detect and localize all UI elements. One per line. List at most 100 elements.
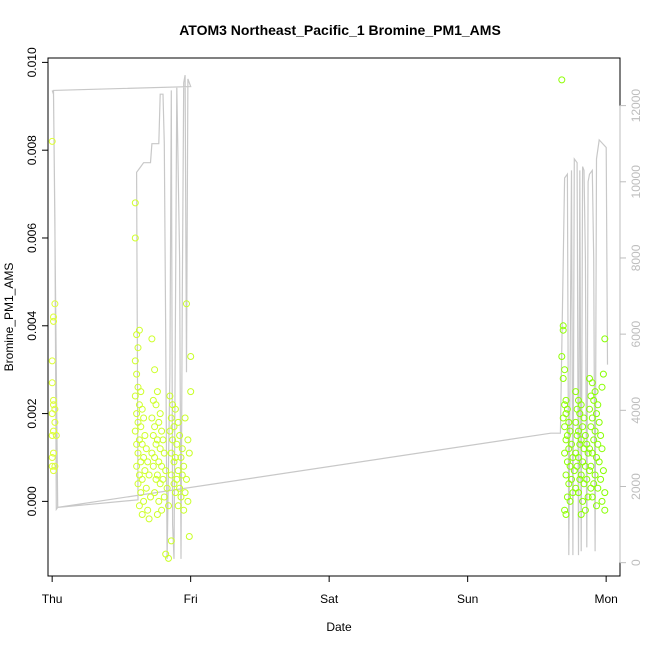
data-point: [576, 475, 584, 483]
data-point: [565, 445, 573, 453]
data-point: [152, 401, 160, 409]
y-tick-label: 0.002: [25, 398, 39, 428]
data-point: [165, 502, 172, 510]
data-point: [577, 511, 585, 518]
x-tick-label: Mon: [594, 592, 617, 606]
data-point: [183, 300, 190, 308]
data-point: [185, 449, 193, 457]
data-point: [170, 480, 178, 488]
data-point: [180, 462, 188, 470]
data-point: [562, 511, 570, 518]
data-point: [599, 370, 607, 378]
data-point: [561, 423, 569, 431]
data-point: [597, 475, 605, 483]
data-point: [134, 480, 142, 488]
data-point: [138, 405, 146, 413]
data-point: [599, 467, 607, 475]
data-point: [561, 449, 569, 457]
data-point: [586, 405, 593, 413]
data-point: [590, 436, 598, 444]
data-point: [135, 326, 143, 334]
y2-tick-label: 0: [629, 559, 643, 566]
data-point: [575, 427, 582, 435]
data-point: [579, 423, 587, 431]
data-point: [587, 423, 595, 431]
data-point: [48, 379, 56, 387]
data-point: [148, 414, 156, 422]
data-point: [597, 432, 605, 439]
data-point: [156, 410, 164, 418]
data-point: [145, 471, 153, 479]
data-point: [156, 445, 164, 453]
data-point: [151, 454, 159, 461]
data-point: [588, 414, 596, 422]
data-point: [176, 432, 184, 439]
data-point: [171, 405, 179, 413]
data-point: [184, 497, 192, 505]
data-point: [148, 335, 156, 343]
data-point: [137, 458, 145, 466]
data-point: [572, 388, 580, 396]
data-point: [159, 436, 167, 444]
data-point: [594, 440, 602, 448]
data-point: [581, 506, 589, 514]
data-point: [167, 449, 175, 457]
data-point: [588, 379, 596, 387]
data-point: [565, 418, 573, 426]
y-tick-label: 0.010: [25, 47, 39, 77]
data-point: [588, 449, 596, 457]
data-point: [181, 489, 189, 497]
x-axis-label: Date: [326, 620, 352, 634]
data-point: [562, 471, 570, 479]
data-point: [566, 497, 574, 505]
x-tick-label: Sat: [320, 592, 339, 606]
data-point: [176, 484, 184, 492]
data-point: [187, 388, 195, 396]
x-tick-label: Thu: [42, 592, 63, 606]
data-point: [153, 471, 161, 479]
x-tick-label: Sun: [457, 592, 478, 606]
data-point: [151, 366, 159, 374]
data-point: [577, 471, 585, 479]
data-point: [563, 405, 571, 413]
data-point: [138, 440, 146, 448]
data-point: [51, 418, 59, 426]
data-point: [152, 440, 160, 448]
data-point: [558, 353, 566, 360]
data-point: [591, 388, 599, 396]
data-point: [155, 497, 163, 505]
data-point: [166, 427, 174, 435]
y-tick-label: 0.004: [25, 310, 39, 340]
data-point: [167, 537, 175, 545]
data-point: [158, 427, 166, 435]
data-point: [166, 392, 174, 400]
data-point: [594, 484, 602, 492]
data-point: [50, 467, 57, 475]
data-point: [174, 502, 182, 510]
data-point: [562, 396, 570, 404]
data-point: [144, 506, 152, 514]
y-tick-label: 0.000: [25, 486, 39, 516]
data-point: [131, 427, 139, 435]
data-point: [141, 467, 149, 475]
data-point: [155, 418, 163, 426]
data-point: [48, 454, 56, 461]
data-point: [561, 506, 569, 514]
data-point: [134, 449, 142, 457]
data-point: [595, 418, 603, 426]
data-point: [573, 432, 581, 439]
data-point: [138, 475, 146, 483]
y2-tick-label: 10000: [629, 165, 643, 199]
data-point: [581, 432, 589, 439]
data-point: [565, 480, 573, 488]
data-point: [140, 414, 148, 422]
data-point: [158, 462, 166, 470]
data-point: [563, 432, 571, 439]
data-point: [151, 489, 159, 497]
data-point: [51, 300, 59, 308]
data-point: [133, 462, 141, 470]
data-point: [170, 458, 178, 466]
data-point: [576, 440, 584, 448]
